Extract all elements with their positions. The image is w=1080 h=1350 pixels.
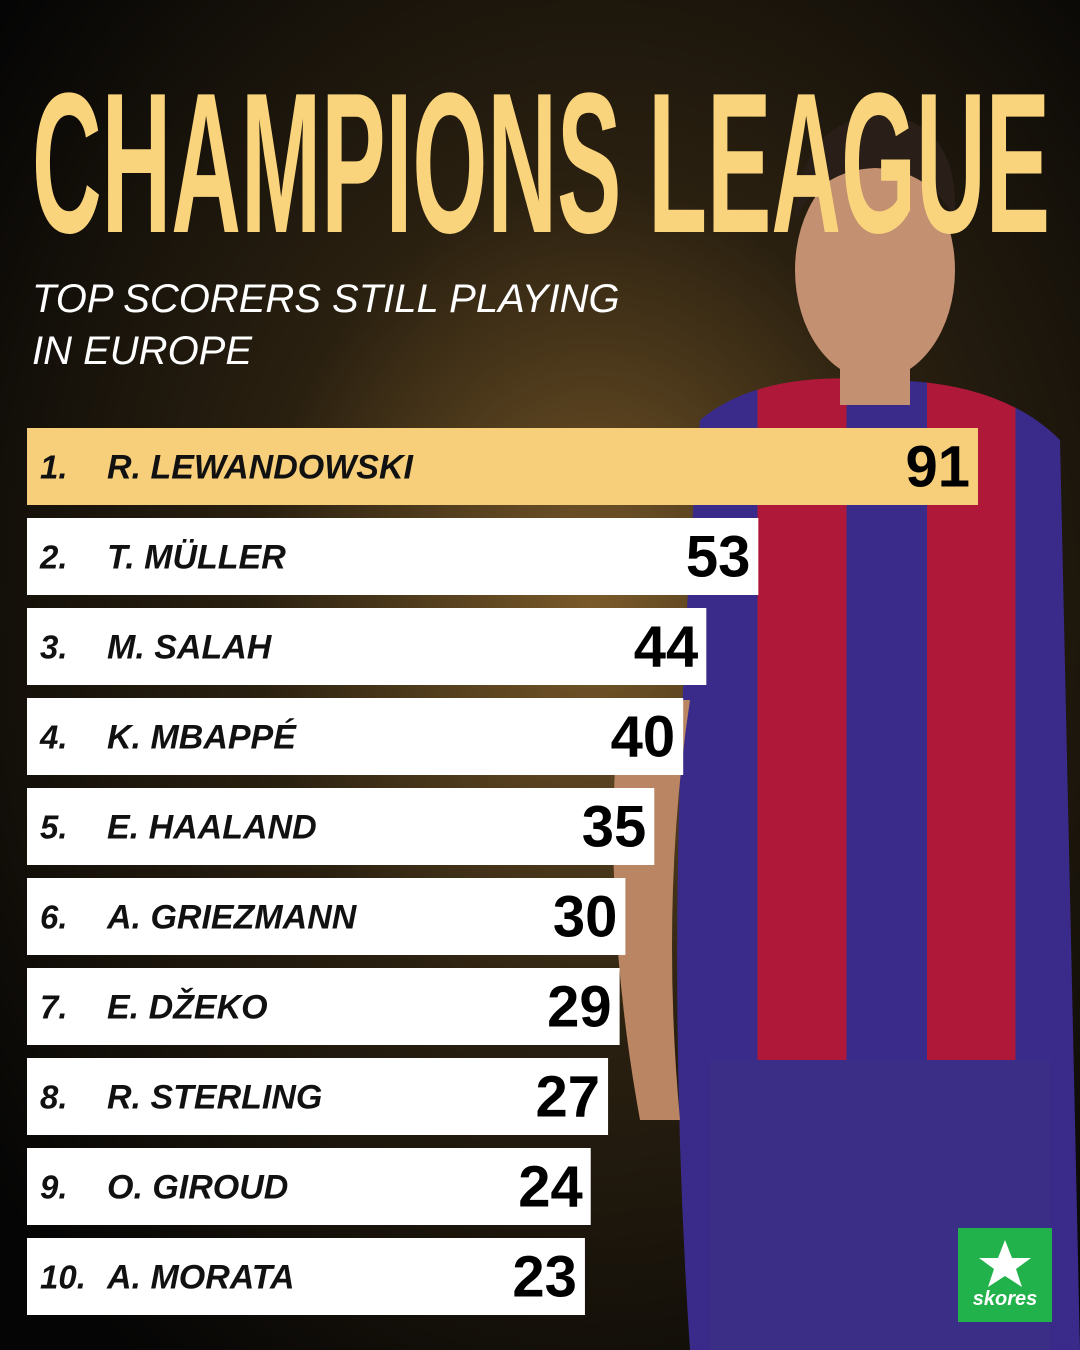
bar	[27, 1058, 609, 1135]
goals: 91	[905, 435, 970, 500]
goals: 35	[582, 795, 647, 860]
goals: 24	[518, 1155, 583, 1220]
player-name: E. DŽEKO	[107, 989, 268, 1027]
bar	[27, 968, 620, 1045]
brand-logo: skores	[958, 1228, 1052, 1322]
rank: 5.	[40, 809, 68, 846]
bar	[27, 878, 626, 955]
rank: 8.	[40, 1079, 68, 1116]
player-name: R. LEWANDOWSKI	[107, 449, 415, 487]
bar	[27, 1238, 585, 1315]
player-name: A. GRIEZMANN	[106, 899, 358, 937]
goals: 53	[686, 525, 751, 590]
player-illustration	[613, 115, 1080, 1350]
rank: 7.	[40, 989, 68, 1026]
bar	[27, 428, 978, 505]
rank: 3.	[40, 629, 68, 666]
player-name: A. MORATA	[106, 1259, 295, 1297]
player-name: E. HAALAND	[107, 809, 317, 847]
player-name: O. GIROUD	[107, 1169, 288, 1207]
rank: 2.	[39, 539, 68, 576]
bar	[27, 788, 655, 865]
bar	[27, 698, 684, 775]
rank: 10.	[40, 1259, 86, 1296]
player-name: K. MBAPPÉ	[107, 719, 297, 757]
goals: 30	[553, 885, 618, 950]
bar	[27, 608, 707, 685]
goals: 44	[634, 615, 699, 680]
rank: 6.	[40, 899, 68, 936]
subtitle: IN EUROPE	[32, 329, 253, 373]
player-name: R. STERLING	[107, 1079, 322, 1117]
subtitle: TOP SCORERS STILL PLAYING	[32, 277, 620, 321]
player-name: T. MÜLLER	[107, 539, 286, 577]
goals: 29	[547, 975, 612, 1040]
rank: 9.	[40, 1169, 68, 1206]
brand-name: skores	[973, 1288, 1038, 1310]
rows: 1. R. LEWANDOWSKI 91 2. T. MÜLLER 53 3. M. SALA…	[27, 428, 978, 1315]
title: CHAMPIONS LEAGUE	[32, 52, 1050, 275]
bar	[27, 1148, 591, 1225]
goals: 27	[536, 1065, 601, 1130]
goals: 40	[611, 705, 676, 770]
rank: 4.	[39, 719, 68, 756]
rank: 1.	[40, 449, 68, 486]
goals: 23	[512, 1245, 577, 1310]
player-name: M. SALAH	[107, 629, 273, 667]
bar	[27, 518, 759, 595]
